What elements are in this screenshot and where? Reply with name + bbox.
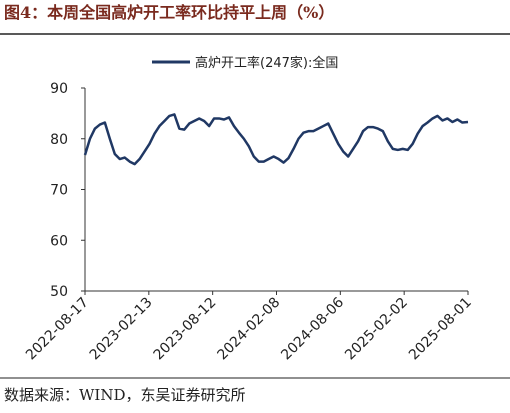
x-tick-label: 2024-02-08 [214, 295, 283, 364]
series-line [83, 113, 469, 166]
y-tick-label: 90 [50, 81, 68, 97]
y-tick-label: 60 [50, 233, 68, 249]
x-tick-label: 2023-08-12 [151, 295, 220, 364]
legend-label: 高炉开工率(247家):全国 [195, 55, 338, 71]
x-tick-label: 2025-08-01 [406, 295, 475, 364]
x-tick-label: 2023-02-13 [87, 295, 156, 364]
chart-title: 图4：本周全国高炉开工率环比持平上周（%） [4, 3, 334, 22]
y-tick-label: 50 [50, 284, 68, 300]
y-tick-label: 70 [50, 183, 68, 199]
x-tick-label: 2025-02-02 [342, 295, 411, 364]
source: 数据来源：WIND，东吴证券研究所 [4, 386, 246, 404]
x-tick-label: 2024-08-06 [278, 294, 347, 363]
x-tick-label: 2022-08-17 [23, 295, 92, 364]
y-tick-label: 80 [50, 132, 68, 148]
